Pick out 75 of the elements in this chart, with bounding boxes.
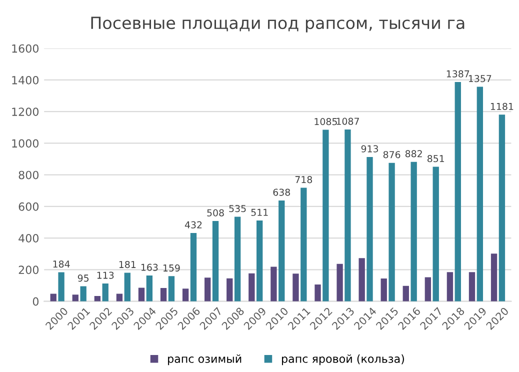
y-tick-label: 200: [18, 266, 39, 274]
bar: [454, 82, 461, 302]
data-label: 913: [361, 145, 378, 152]
bar: [498, 114, 506, 302]
bar: [138, 288, 145, 302]
y-tick-label: 800: [18, 170, 39, 180]
bar: [432, 166, 439, 302]
data-label: 181: [119, 260, 136, 268]
bar: [336, 264, 343, 302]
data-label: 113: [97, 272, 114, 279]
y-tick-label: 1200: [12, 108, 39, 116]
y-tick-label: 0: [32, 297, 39, 306]
bar: [366, 156, 373, 302]
bar: [358, 258, 365, 302]
bar: [212, 221, 219, 302]
data-label: 1357: [468, 75, 492, 82]
data-label: 163: [141, 264, 158, 271]
bar: [278, 200, 285, 302]
bar: [402, 286, 409, 302]
bar: [94, 296, 101, 302]
bar: [124, 272, 130, 302]
bar: [72, 294, 78, 302]
data-label: 184: [53, 260, 70, 268]
bar: [300, 188, 307, 302]
data-label: 1181: [490, 102, 514, 110]
bar: [322, 130, 329, 302]
data-label: 718: [295, 176, 312, 184]
bar: [314, 284, 321, 302]
data-label: 95: [78, 274, 89, 282]
data-label: 638: [273, 188, 290, 196]
bar: [256, 220, 263, 302]
data-label: 1087: [336, 118, 359, 125]
y-tick-label: 1000: [12, 139, 39, 148]
bar: [490, 254, 498, 302]
bar: [476, 86, 484, 302]
bar: [80, 286, 86, 302]
legend-label: рапс озимый: [168, 354, 242, 366]
chart-title: Посевные площади под рапсом, тысячи га: [91, 16, 464, 32]
data-label: 1085: [314, 118, 337, 126]
bar: [102, 283, 108, 302]
bar: [424, 277, 432, 302]
bar: [204, 278, 211, 302]
bar: [168, 276, 175, 302]
bar: [146, 276, 153, 302]
y-tick-label: 400: [18, 234, 39, 242]
bar: [468, 272, 476, 302]
bar: [292, 274, 299, 302]
bar: [270, 266, 277, 302]
bar: [58, 272, 64, 302]
bar: [446, 272, 454, 302]
y-tick-label: 600: [18, 202, 39, 211]
legend-label: рапс яровой (кольза): [282, 354, 404, 366]
data-label: 159: [163, 264, 180, 272]
y-tick-label: 1600: [12, 44, 39, 53]
y-tick-label: 1400: [12, 76, 39, 84]
bar: [190, 233, 197, 302]
bar: [380, 278, 387, 302]
data-label: 882: [405, 150, 422, 158]
data-label: 535: [229, 204, 246, 212]
data-label: 508: [207, 209, 224, 216]
bar: [226, 278, 233, 302]
bar: [248, 273, 255, 302]
bar: [182, 288, 189, 302]
bar: [116, 294, 123, 302]
data-label: 511: [251, 208, 268, 216]
bar: [160, 288, 167, 302]
data-label: 432: [184, 221, 202, 228]
data-label: 876: [383, 151, 400, 158]
bar: [50, 294, 56, 302]
bar: [410, 162, 417, 302]
bar: [344, 129, 351, 302]
data-label: 1387: [446, 70, 470, 78]
bar: [234, 216, 241, 302]
data-label: 851: [427, 155, 444, 162]
bar: [388, 162, 395, 302]
